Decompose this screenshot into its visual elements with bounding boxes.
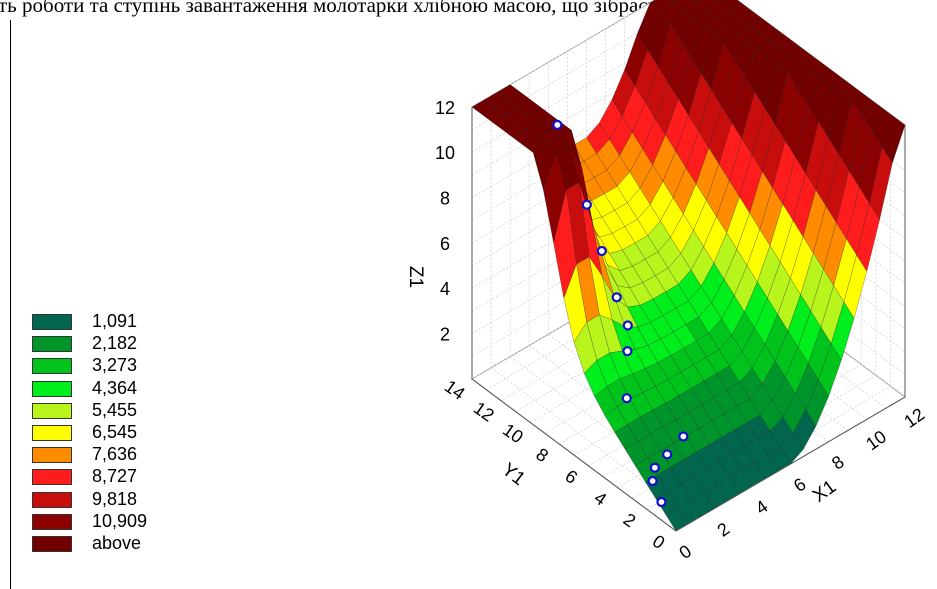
legend-label: 3,273 — [92, 355, 138, 376]
grid-line — [529, 345, 734, 498]
surface-cell — [714, 0, 725, 4]
x-tick-label: 2 — [714, 519, 734, 541]
legend-swatch — [32, 380, 72, 397]
surface-cell — [668, 0, 679, 4]
y-tick-label: 8 — [532, 444, 552, 466]
legend-swatch — [32, 314, 72, 330]
data-point — [596, 245, 607, 257]
data-point — [611, 292, 622, 303]
legend-label: 4,364 — [92, 377, 138, 398]
legend-label: 5,455 — [92, 399, 138, 420]
data-point — [581, 199, 592, 210]
x-tick-label: 8 — [828, 452, 848, 474]
data-point — [621, 393, 632, 404]
grid-line — [471, 0, 906, 126]
surface-cell — [691, 0, 702, 4]
legend-swatch — [32, 491, 72, 508]
data-point — [678, 431, 689, 442]
x-tick-label: 12 — [900, 404, 928, 432]
chart-title: ть роботи та ступінь завантаження молота… — [0, 0, 663, 17]
z-tick-label: 12 — [435, 98, 455, 118]
legend-swatch — [32, 513, 72, 530]
data-points — [552, 119, 689, 508]
z-tick-label: 4 — [440, 279, 450, 299]
x-tick-label: 0 — [675, 541, 695, 563]
frame-edge — [471, 107, 906, 532]
legend-label: 8,727 — [92, 466, 138, 487]
surface-mesh — [471, 0, 906, 532]
z-tick-label: 6 — [440, 234, 450, 254]
x-tick-label: 10 — [862, 426, 890, 454]
x-axis-label: X1 — [809, 476, 840, 507]
legend-label: 10,909 — [92, 510, 148, 531]
legend-swatch — [32, 424, 72, 441]
grid-line — [509, 356, 715, 509]
data-point — [662, 449, 673, 460]
x-tick-label: 6 — [790, 474, 810, 496]
legend-swatch — [32, 535, 72, 552]
y-axis-label: Y1 — [498, 459, 529, 490]
legend-label: above — [92, 532, 142, 553]
legend-swatch — [32, 336, 72, 353]
y-tick-label: 14 — [441, 376, 469, 404]
legend-label: 9,818 — [92, 488, 138, 509]
legend-swatch — [32, 469, 72, 486]
data-point — [622, 346, 633, 357]
z-tick-label: 2 — [440, 324, 450, 344]
y-tick-label: 0 — [649, 531, 669, 553]
legend-label: 7,636 — [92, 444, 138, 465]
y-tick-label: 6 — [561, 466, 581, 488]
legend-label: 2,182 — [92, 333, 138, 354]
z-axis-label: Z1 — [405, 266, 426, 288]
data-point — [622, 320, 633, 331]
z-tick-label: 8 — [440, 188, 450, 208]
data-point — [647, 475, 658, 487]
legend-swatch — [32, 447, 72, 464]
y-tick-label: 10 — [499, 419, 527, 447]
legend-swatch — [32, 358, 72, 375]
left-border-line — [10, 20, 11, 589]
y-tick-label: 2 — [620, 509, 640, 531]
legend-label: 6,545 — [92, 421, 138, 442]
z-tick-label: 10 — [435, 143, 455, 163]
x-tick-label: 4 — [752, 496, 772, 518]
box-frame — [471, 107, 906, 532]
data-point — [649, 462, 660, 473]
data-point — [656, 496, 667, 508]
data-point — [552, 119, 563, 131]
grid-line — [490, 367, 696, 521]
legend-label: 1,091 — [92, 311, 138, 331]
legend-swatch — [32, 402, 72, 419]
y-tick-label: 4 — [591, 487, 611, 509]
grid-line — [471, 0, 906, 149]
y-tick-label: 12 — [470, 398, 498, 426]
